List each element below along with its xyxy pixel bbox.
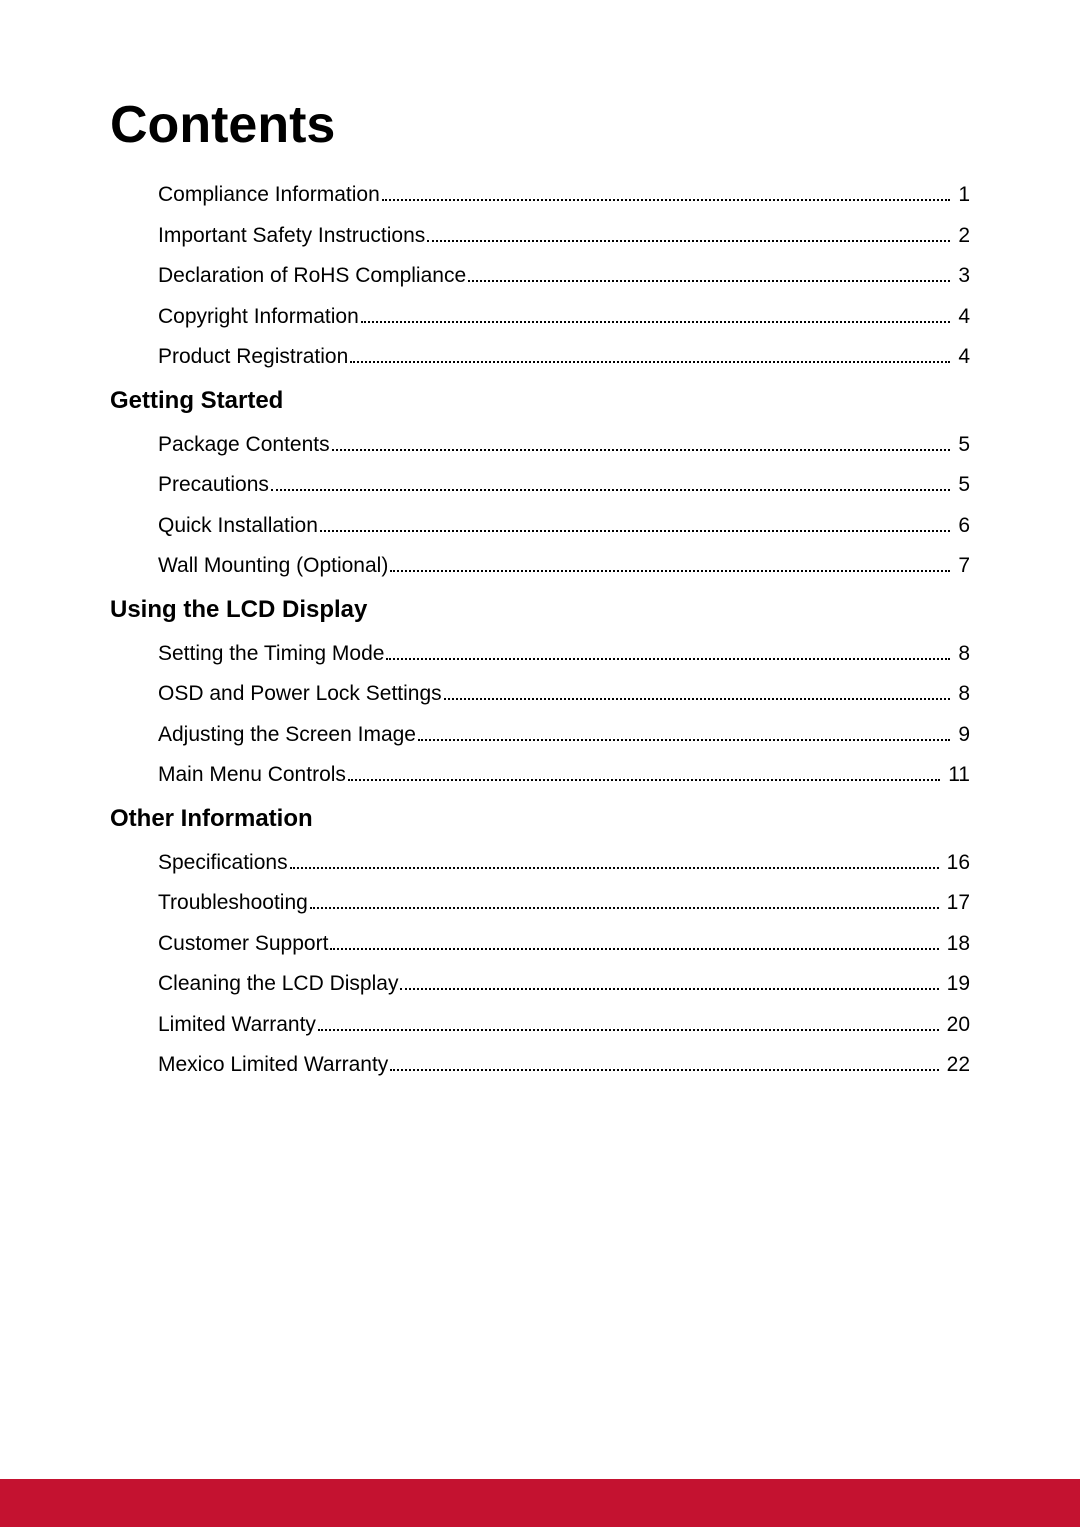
toc-entry: Specifications 16 xyxy=(158,847,970,879)
toc-entry: Quick Installation 6 xyxy=(158,510,970,542)
entry-page: 22 xyxy=(943,1049,970,1081)
leader-dots xyxy=(310,907,939,909)
leader-dots xyxy=(330,948,938,950)
entry-label: Precautions xyxy=(158,469,269,501)
entry-label: Compliance Information xyxy=(158,179,380,211)
entry-label: Wall Mounting (Optional) xyxy=(158,550,388,582)
entry-label: Cleaning the LCD Display xyxy=(158,968,398,1000)
entry-page: 11 xyxy=(944,759,970,791)
toc-entry: Setting the Timing Mode 8 xyxy=(158,638,970,670)
entry-page: 7 xyxy=(954,550,970,582)
entry-page: 4 xyxy=(954,301,970,333)
toc-entry: Precautions 5 xyxy=(158,469,970,501)
toc-section-2: Using the LCD Display Setting the Timing… xyxy=(110,596,970,791)
entry-page: 3 xyxy=(954,260,970,292)
entry-label: Customer Support xyxy=(158,928,328,960)
leader-dots xyxy=(382,199,951,201)
toc-entry: Package Contents 5 xyxy=(158,429,970,461)
section-heading: Using the LCD Display xyxy=(110,596,970,624)
toc-section-3: Other Information Specifications 16 Trou… xyxy=(110,805,970,1081)
leader-dots xyxy=(444,698,951,700)
toc-entry: Adjusting the Screen Image 9 xyxy=(158,719,970,751)
leader-dots xyxy=(348,779,940,781)
leader-dots xyxy=(390,570,950,572)
entry-page: 20 xyxy=(943,1009,970,1041)
entry-label: Product Registration xyxy=(158,341,348,373)
leader-dots xyxy=(332,449,951,451)
toc-entry: Wall Mounting (Optional) 7 xyxy=(158,550,970,582)
entry-page: 8 xyxy=(954,678,970,710)
entry-label: Declaration of RoHS Compliance xyxy=(158,260,466,292)
entry-page: 2 xyxy=(954,220,970,252)
leader-dots xyxy=(390,1069,938,1071)
entry-label: Troubleshooting xyxy=(158,887,308,919)
entry-page: 19 xyxy=(943,968,970,1000)
toc-section-1: Getting Started Package Contents 5 Preca… xyxy=(110,387,970,582)
toc-entry: Limited Warranty 20 xyxy=(158,1009,970,1041)
entry-page: 9 xyxy=(954,719,970,751)
leader-dots xyxy=(386,658,950,660)
leader-dots xyxy=(427,240,950,242)
leader-dots xyxy=(361,321,951,323)
entry-page: 6 xyxy=(954,510,970,542)
entry-label: Copyright Information xyxy=(158,301,359,333)
leader-dots xyxy=(350,361,950,363)
toc-entry: Compliance Information 1 xyxy=(158,179,970,211)
entry-label: Important Safety Instructions xyxy=(158,220,425,252)
entry-page: 1 xyxy=(954,179,970,211)
entry-label: Setting the Timing Mode xyxy=(158,638,384,670)
entry-page: 18 xyxy=(943,928,970,960)
entry-label: Adjusting the Screen Image xyxy=(158,719,416,751)
entry-page: 16 xyxy=(943,847,970,879)
leader-dots xyxy=(318,1029,939,1031)
toc-entry: Customer Support 18 xyxy=(158,928,970,960)
leader-dots xyxy=(400,988,938,990)
page-content: Contents Compliance Information 1 Import… xyxy=(0,0,1080,1081)
entry-label: Main Menu Controls xyxy=(158,759,346,791)
leader-dots xyxy=(290,867,939,869)
toc-entry: OSD and Power Lock Settings 8 xyxy=(158,678,970,710)
entry-page: 8 xyxy=(954,638,970,670)
entry-page: 5 xyxy=(954,469,970,501)
toc-entry: Cleaning the LCD Display 19 xyxy=(158,968,970,1000)
entry-label: OSD and Power Lock Settings xyxy=(158,678,442,710)
entry-page: 17 xyxy=(943,887,970,919)
toc-entry: Main Menu Controls 11 xyxy=(158,759,970,791)
leader-dots xyxy=(271,489,950,491)
entry-page: 4 xyxy=(954,341,970,373)
toc-entry: Troubleshooting 17 xyxy=(158,887,970,919)
section-heading: Getting Started xyxy=(110,387,970,415)
entry-label: Quick Installation xyxy=(158,510,318,542)
leader-dots xyxy=(320,530,950,532)
leader-dots xyxy=(468,280,950,282)
page-title: Contents xyxy=(110,95,970,155)
entry-label: Limited Warranty xyxy=(158,1009,316,1041)
toc-entry: Declaration of RoHS Compliance 3 xyxy=(158,260,970,292)
entry-label: Mexico Limited Warranty xyxy=(158,1049,388,1081)
toc-entry: Copyright Information 4 xyxy=(158,301,970,333)
bottom-accent-bar xyxy=(0,1479,1080,1527)
entry-page: 5 xyxy=(954,429,970,461)
entry-label: Specifications xyxy=(158,847,288,879)
section-heading: Other Information xyxy=(110,805,970,833)
toc-section-0: Compliance Information 1 Important Safet… xyxy=(110,179,970,373)
toc-entry: Mexico Limited Warranty 22 xyxy=(158,1049,970,1081)
toc-entry: Important Safety Instructions 2 xyxy=(158,220,970,252)
entry-label: Package Contents xyxy=(158,429,330,461)
leader-dots xyxy=(418,739,950,741)
toc-entry: Product Registration 4 xyxy=(158,341,970,373)
